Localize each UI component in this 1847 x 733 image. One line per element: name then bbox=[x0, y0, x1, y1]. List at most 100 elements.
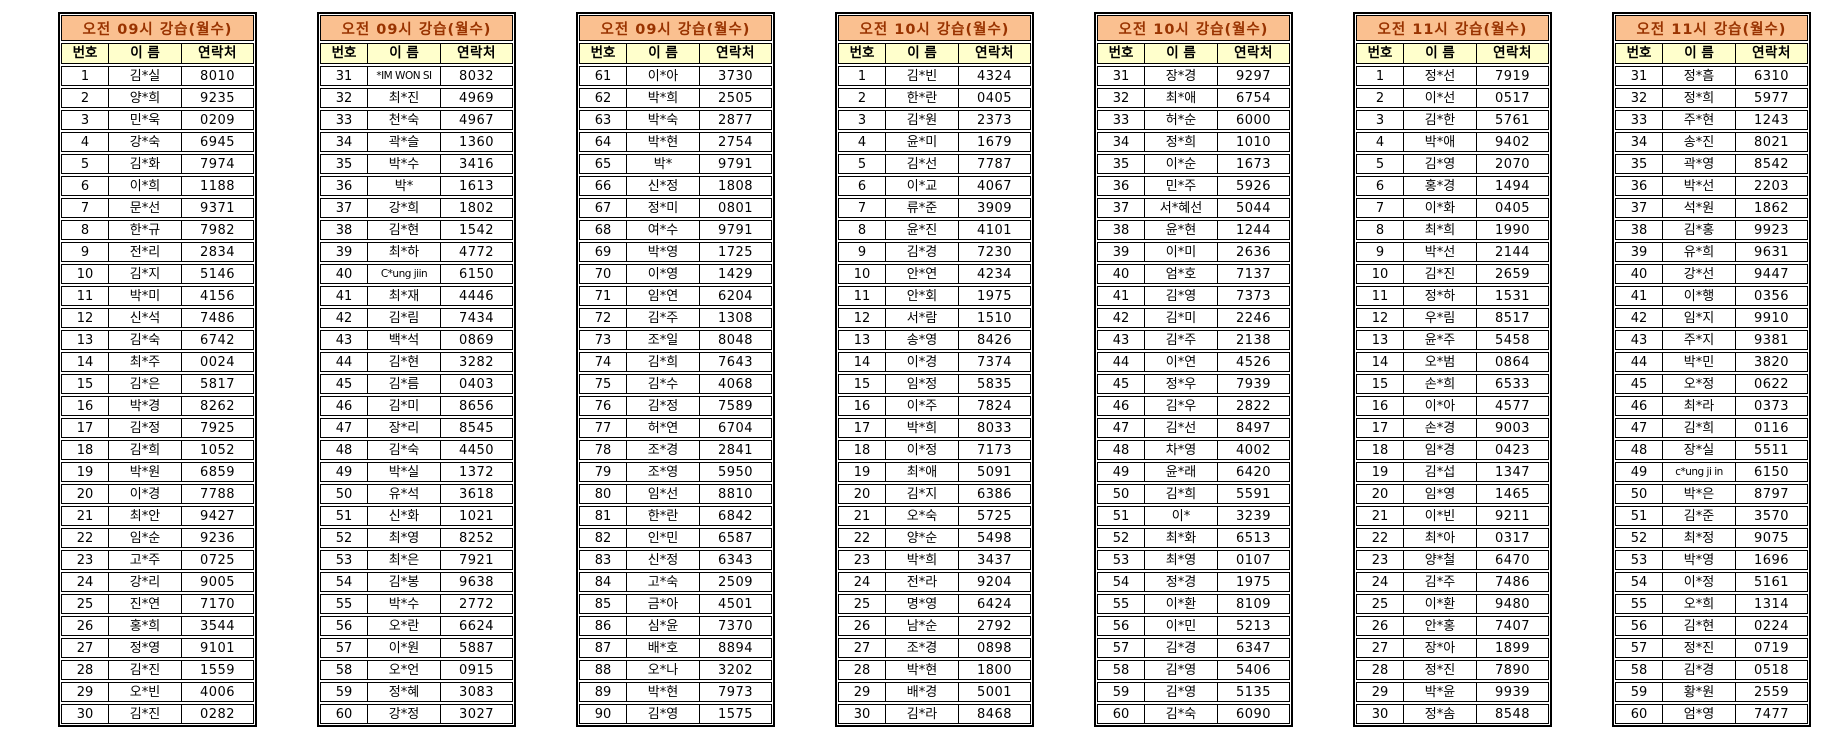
cell-name: 박*경 bbox=[108, 397, 181, 415]
cell-contact: 1990 bbox=[1476, 221, 1548, 239]
cell-number: 57 bbox=[1630, 640, 1648, 656]
cell-contact: 5406 bbox=[1217, 661, 1289, 679]
cell-name: 황*원 bbox=[1662, 683, 1735, 701]
cell-name: 오*범 bbox=[1403, 353, 1476, 371]
table-row: 46 김*우 2822 bbox=[1097, 396, 1290, 416]
table-row: 31 *IM WON SI 8032 bbox=[320, 66, 513, 86]
cell-name: 김*지 bbox=[885, 485, 958, 503]
table-row: 18 임*경 0423 bbox=[1356, 440, 1549, 460]
cell-contact: 7374 bbox=[958, 353, 1030, 371]
table-row: 33 천*숙 4967 bbox=[320, 110, 513, 130]
cell-contact: 7974 bbox=[181, 155, 253, 173]
cell-number: 59 bbox=[1112, 684, 1130, 700]
cell-name: 김*림 bbox=[367, 309, 440, 327]
cell-contact: 6859 bbox=[181, 463, 253, 481]
cell-contact: 9910 bbox=[1735, 309, 1807, 327]
column-header-number: 번호 bbox=[331, 44, 357, 61]
cell-number: 23 bbox=[76, 552, 94, 568]
cell-contact: 1975 bbox=[958, 287, 1030, 305]
cell-name: 최*정 bbox=[1662, 529, 1735, 547]
cell-contact: 9402 bbox=[1476, 133, 1548, 151]
cell-number: 76 bbox=[594, 398, 612, 414]
table-row: 9 박*선 2144 bbox=[1356, 242, 1549, 262]
cell-name: 허*연 bbox=[626, 419, 699, 437]
table-row: 11 정*하 1531 bbox=[1356, 286, 1549, 306]
cell-contact: 8468 bbox=[958, 705, 1030, 723]
cell-contact: 2203 bbox=[1735, 177, 1807, 195]
table-row: 45 정*우 7939 bbox=[1097, 374, 1290, 394]
table-row: 39 최*하 4772 bbox=[320, 242, 513, 262]
cell-number: 13 bbox=[853, 332, 871, 348]
cell-contact: 8542 bbox=[1735, 155, 1807, 173]
table-row: 7 문*선 9371 bbox=[61, 198, 254, 218]
cell-contact: 9075 bbox=[1735, 529, 1807, 547]
table-row: 9 김*경 7230 bbox=[838, 242, 1031, 262]
cell-number: 36 bbox=[1112, 178, 1130, 194]
cell-name: 최*영 bbox=[1144, 551, 1217, 569]
cell-contact: 8545 bbox=[440, 419, 512, 437]
cell-number: 42 bbox=[335, 310, 353, 326]
cell-name: 김*선 bbox=[885, 155, 958, 173]
cell-contact: 5950 bbox=[699, 463, 771, 481]
cell-number: 38 bbox=[335, 222, 353, 238]
cell-name: 김*진 bbox=[108, 705, 181, 723]
cell-name: 차*영 bbox=[1144, 441, 1217, 459]
cell-contact: 5591 bbox=[1217, 485, 1289, 503]
table-row: 25 이*환 9480 bbox=[1356, 594, 1549, 614]
cell-contact: 0405 bbox=[1476, 199, 1548, 217]
table-row: 13 김*숙 6742 bbox=[61, 330, 254, 350]
cell-name: 박*원 bbox=[108, 463, 181, 481]
cell-contact: 4324 bbox=[958, 67, 1030, 85]
cell-number: 90 bbox=[594, 706, 612, 722]
cell-contact: 7407 bbox=[1476, 617, 1548, 635]
cell-contact: 8032 bbox=[440, 67, 512, 85]
table-row: 44 이*연 4526 bbox=[1097, 352, 1290, 372]
cell-contact: 0622 bbox=[1735, 375, 1807, 393]
cell-number: 17 bbox=[853, 420, 871, 436]
cell-number: 9 bbox=[857, 244, 867, 260]
cell-contact: 5887 bbox=[440, 639, 512, 657]
cell-number: 59 bbox=[335, 684, 353, 700]
cell-number: 9 bbox=[1375, 244, 1385, 260]
cell-name: 김*영 bbox=[1403, 155, 1476, 173]
cell-contact: 0373 bbox=[1735, 397, 1807, 415]
cell-name: 장*실 bbox=[1662, 441, 1735, 459]
cell-contact: 6842 bbox=[699, 507, 771, 525]
cell-contact: 4450 bbox=[440, 441, 512, 459]
cell-name: 박*선 bbox=[1403, 243, 1476, 261]
cell-contact: 0898 bbox=[958, 639, 1030, 657]
cell-number: 39 bbox=[1112, 244, 1130, 260]
table-header-row: 번호 이 름 연락처 bbox=[320, 43, 513, 64]
table-row: 6 이*교 4067 bbox=[838, 176, 1031, 196]
cell-number: 8 bbox=[1375, 222, 1385, 238]
cell-name: 이*정 bbox=[1662, 573, 1735, 591]
cell-number: 49 bbox=[1112, 464, 1130, 480]
cell-name: 김*원 bbox=[885, 111, 958, 129]
cell-name: 김*화 bbox=[108, 155, 181, 173]
cell-name: 정*희 bbox=[1144, 133, 1217, 151]
cell-name: 송*진 bbox=[1662, 133, 1735, 151]
table-row: 6 이*희 1188 bbox=[61, 176, 254, 196]
cell-number: 28 bbox=[1371, 662, 1389, 678]
roster-table: 오전 11시 강습(월수) 번호 이 름 연락처 1 정*선 7919 2 이*… bbox=[1353, 12, 1552, 727]
table-row: 53 박*영 1696 bbox=[1615, 550, 1808, 570]
cell-contact: 7939 bbox=[1217, 375, 1289, 393]
table-row: 5 김*화 7974 bbox=[61, 154, 254, 174]
cell-contact: 6624 bbox=[440, 617, 512, 635]
cell-name: 김*진 bbox=[108, 661, 181, 679]
table-row: 60 강*정 3027 bbox=[320, 704, 513, 724]
cell-number: 51 bbox=[335, 508, 353, 524]
cell-name: 허*순 bbox=[1144, 111, 1217, 129]
cell-name: 김*주 bbox=[1403, 573, 1476, 591]
table-row: 81 한*란 6842 bbox=[579, 506, 772, 526]
cell-name: 박*민 bbox=[1662, 353, 1735, 371]
cell-contact: 1802 bbox=[440, 199, 512, 217]
table-row: 90 김*영 1575 bbox=[579, 704, 772, 724]
cell-number: 31 bbox=[1630, 68, 1648, 84]
cell-number: 54 bbox=[335, 574, 353, 590]
table-row: 21 오*숙 5725 bbox=[838, 506, 1031, 526]
cell-contact: 5926 bbox=[1217, 177, 1289, 195]
cell-number: 48 bbox=[1630, 442, 1648, 458]
cell-number: 64 bbox=[594, 134, 612, 150]
cell-contact: 8262 bbox=[181, 397, 253, 415]
